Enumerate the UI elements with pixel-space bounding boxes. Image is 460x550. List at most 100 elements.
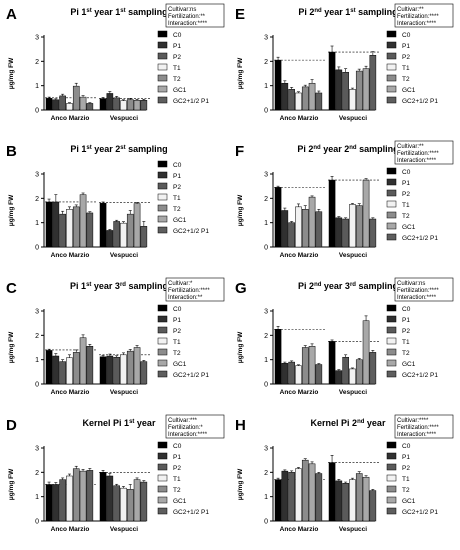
stats-text: Fertilization:** (168, 14, 206, 20)
y-tick-label: 2 (264, 59, 268, 66)
bar-gc1 (362, 476, 370, 522)
legend-swatch (386, 211, 397, 219)
bar-t2 (301, 86, 309, 111)
y-tick-label: 1 (264, 357, 268, 364)
bar-t1 (349, 368, 356, 385)
bar-gc2-1-2-p1 (140, 361, 148, 385)
legend-label: GC1 (173, 361, 187, 368)
bar-p2 (59, 361, 66, 385)
legend-swatch (386, 507, 397, 515)
bar-c0 (99, 98, 107, 111)
legend-label: T2 (402, 76, 410, 83)
stats-text: Fertilization:* (168, 425, 203, 431)
bar-gc2-1-2-p1 (369, 490, 377, 522)
y-tick-label: 0 (264, 382, 268, 389)
bar-t2 (355, 473, 363, 522)
legend-swatch (386, 304, 397, 312)
y-tick-label: 1 (264, 220, 268, 227)
title-text: sampling (357, 144, 399, 154)
title-text: sampling (126, 281, 168, 291)
stats-box (394, 3, 454, 28)
legend-swatch (386, 452, 397, 460)
title-text: year 1 (322, 7, 351, 17)
bar-p2 (342, 72, 349, 111)
bar-p2 (113, 221, 120, 248)
x-category-label: Anco Marzio (280, 252, 319, 259)
legend-label: P1 (173, 43, 181, 50)
bar-p1 (281, 82, 289, 111)
stats-text: Cultivar:ns (168, 7, 196, 13)
bar-p1 (106, 93, 114, 111)
stats-text: Fertilization:**** (397, 14, 439, 20)
legend-label: P2 (402, 191, 410, 198)
title-text: Pi 1 (70, 144, 86, 154)
bar-gc1 (308, 463, 316, 522)
bar-gc2-1-2-p1 (315, 211, 323, 248)
bar-c0 (45, 98, 53, 111)
stats-text: Cultivar:**** (397, 418, 429, 424)
legend-label: C0 (402, 443, 411, 450)
x-category-label: Vespucci (110, 252, 138, 259)
legend-label: GC2+1/2 P1 (173, 228, 209, 235)
bar-gc1 (79, 194, 87, 248)
y-tick-label: 3 (264, 446, 268, 453)
legend-swatch (157, 337, 168, 345)
title-superscript: st (120, 8, 125, 14)
legend-swatch (157, 74, 168, 82)
bar-p1 (52, 99, 60, 111)
legend-swatch (157, 193, 168, 201)
title-text: sampling (356, 7, 398, 17)
bar-c0 (328, 462, 336, 522)
y-axis-label: μg/mg FW (8, 331, 15, 363)
bar-gc1 (362, 68, 370, 111)
bar-gc2-1-2-p1 (315, 473, 323, 522)
x-category-label: Vespucci (339, 252, 367, 259)
bar-p2 (342, 218, 349, 248)
title-text: Pi 2 (298, 281, 314, 291)
title-text: sampling (126, 144, 168, 154)
legend-label: GC1 (173, 498, 187, 505)
bar-p2 (288, 361, 295, 385)
y-tick-label: 3 (35, 446, 39, 453)
bar-gc1 (133, 347, 141, 385)
bar-gc2-1-2-p1 (315, 364, 323, 385)
legend-label: C0 (173, 32, 182, 39)
x-category-label: Vespucci (339, 526, 367, 533)
y-tick-label: 3 (264, 309, 268, 316)
x-category-label: Vespucci (339, 115, 367, 122)
legend-label: P2 (173, 184, 181, 191)
legend-swatch (386, 41, 397, 49)
legend-label: T1 (402, 65, 410, 72)
bar-t1 (66, 103, 73, 111)
stats-text: Cultivar:ns (397, 281, 425, 287)
legend-swatch (157, 485, 168, 493)
legend-label: T2 (173, 350, 181, 357)
bar-p1 (281, 470, 289, 522)
bar-p1 (106, 230, 114, 248)
x-category-label: Anco Marzio (280, 389, 319, 396)
bar-p2 (342, 356, 349, 385)
panel-letter: G (235, 280, 247, 297)
legend-label: T1 (402, 476, 410, 483)
stats-text: Interaction:**** (168, 432, 208, 438)
bar-t2 (301, 347, 309, 385)
bar-gc1 (308, 346, 316, 385)
y-axis-label: μg/mg FW (8, 57, 15, 89)
y-tick-label: 0 (35, 245, 39, 252)
legend-swatch (386, 496, 397, 504)
legend-label: T2 (402, 487, 410, 494)
stats-text: Interaction:**** (168, 21, 208, 27)
bar-t1 (120, 100, 127, 111)
chart-title: Kernel Pi 2nd year (311, 418, 386, 428)
bar-t2 (72, 206, 80, 248)
bar-t1 (120, 222, 127, 248)
legend-label: GC2+1/2 P1 (402, 372, 438, 379)
y-tick-label: 0 (264, 108, 268, 115)
legend-swatch (157, 463, 168, 471)
legend-swatch (386, 474, 397, 482)
legend-label: P1 (402, 454, 410, 461)
bar-gc1 (308, 82, 316, 111)
x-category-label: Anco Marzio (280, 526, 319, 533)
